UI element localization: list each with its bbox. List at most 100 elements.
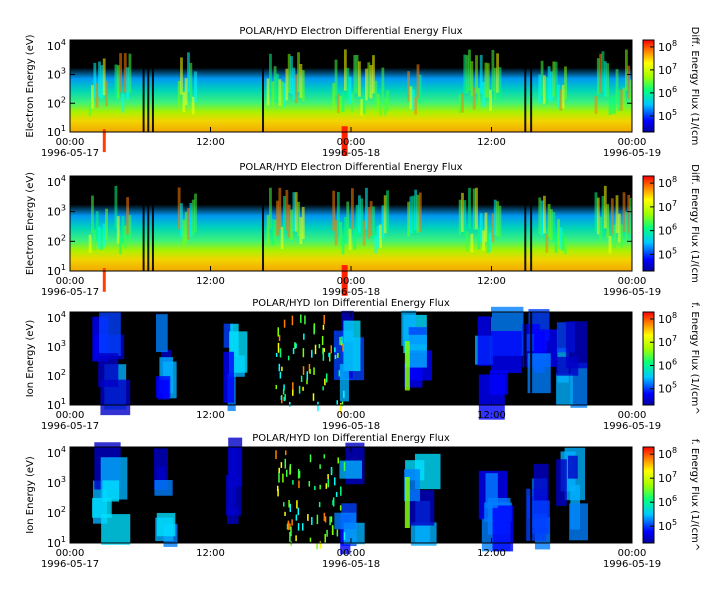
x-tick-date: 1996-05-19	[603, 559, 661, 570]
data-dropout	[151, 40, 154, 132]
flux-burst	[280, 81, 284, 107]
flux-burst	[102, 223, 106, 248]
flux-peak	[102, 129, 106, 153]
flux-burst	[346, 67, 350, 100]
flux-burst	[615, 69, 619, 101]
data-dropout	[262, 312, 265, 405]
colorbar-tick-label-mantissa: 10	[658, 225, 672, 238]
colorbar-tick-label: 108	[658, 175, 677, 190]
ion-speckle	[289, 503, 292, 512]
flux-burst	[554, 234, 558, 253]
colorbar-tick-label: 108	[658, 311, 677, 326]
ion-speckle	[319, 484, 321, 490]
colorbar	[642, 39, 655, 133]
flux-burst	[620, 89, 624, 111]
colorbar-tick-label: 108	[658, 39, 677, 54]
ion-speckle	[330, 516, 333, 523]
ion-speckle	[284, 511, 286, 516]
ion-speckle	[316, 514, 319, 525]
colorbar-tick-label-mantissa: 10	[658, 248, 672, 261]
flux-burst	[119, 237, 122, 255]
ion-flux-patch	[225, 474, 241, 516]
data-dropout	[524, 312, 527, 405]
y-tick-label-mantissa: 10	[47, 69, 61, 82]
ion-speckle	[338, 370, 341, 377]
flux-burst	[489, 89, 492, 111]
flux-burst	[613, 95, 617, 114]
ion-flux-patch	[405, 334, 427, 368]
data-dropout	[262, 40, 265, 132]
flux-burst	[468, 49, 471, 91]
colorbar-tick-label: 106	[658, 223, 677, 238]
flux-burst	[610, 95, 614, 114]
ion-speckle	[302, 348, 305, 358]
ion-speckle	[292, 382, 294, 391]
flux-burst	[540, 60, 544, 97]
colorbar-tick-label-exponent: 5	[672, 381, 677, 390]
colorbar-tick-label: 107	[658, 334, 677, 349]
panel-title: POLAR/HYD Ion Differential Energy Flux	[252, 433, 450, 444]
ion-speckle	[283, 319, 286, 328]
flux-burst	[603, 185, 607, 229]
flux-burst	[88, 234, 92, 253]
ion-speckle	[283, 384, 285, 391]
flux-burst	[177, 80, 181, 107]
flux-burst	[409, 86, 413, 110]
ion-speckle	[309, 454, 312, 463]
flux-burst	[348, 76, 352, 105]
flux-burst	[606, 204, 610, 238]
flux-burst	[189, 62, 193, 98]
flux-burst	[550, 71, 553, 102]
y-tick-label-exponent: 4	[61, 38, 66, 47]
flux-burst	[343, 216, 347, 244]
flux-burst	[287, 53, 291, 93]
x-tick-date: 1996-05-17	[41, 287, 99, 298]
flux-burst	[465, 231, 469, 252]
flux-burst	[290, 56, 293, 95]
flux-burst	[470, 61, 474, 97]
x-tick-time: 12:00	[196, 410, 225, 421]
x-tick-time: 12:00	[196, 276, 225, 287]
colorbar-tick-label-exponent: 5	[672, 246, 677, 255]
flux-burst	[376, 93, 380, 113]
flux-burst	[280, 226, 284, 249]
ion-flux-patch	[489, 370, 509, 395]
y-tick-label-mantissa: 10	[47, 447, 61, 460]
ion-speckle	[334, 347, 336, 353]
colorbar-tick-label: 105	[658, 246, 677, 261]
colorbar-tick-label-exponent: 7	[672, 199, 677, 208]
ion-speckle	[298, 385, 301, 394]
flux-burst	[543, 75, 546, 104]
y-tick-label-exponent: 2	[61, 368, 66, 377]
y-tick-label: 101	[47, 124, 66, 139]
flux-burst	[121, 93, 125, 113]
y-tick-label-exponent: 1	[61, 124, 66, 133]
flux-burst	[629, 198, 633, 235]
flux-burst	[613, 224, 617, 248]
flux-burst	[341, 237, 345, 255]
colorbar-tick-label-exponent: 6	[672, 85, 677, 94]
colorbar-tick-label-exponent: 6	[672, 357, 677, 366]
ion-speckle	[343, 390, 345, 398]
ion-speckle	[313, 367, 315, 375]
flux-burst	[416, 64, 420, 99]
y-tick-label-mantissa: 10	[47, 206, 61, 219]
flux-burst	[339, 95, 343, 114]
y-tick-label: 104	[47, 38, 66, 53]
flux-burst	[561, 231, 565, 252]
flux-burst	[477, 87, 481, 110]
ion-speckle	[323, 454, 326, 459]
flux-burst	[285, 68, 289, 101]
flux-burst	[355, 205, 359, 239]
ion-speckle	[292, 389, 294, 396]
y-tick-label-mantissa: 10	[47, 507, 61, 520]
flux-burst	[627, 194, 631, 233]
x-tick-date: 1996-05-19	[603, 287, 661, 298]
ion-speckle	[288, 499, 290, 508]
ion-flux-patch	[492, 505, 514, 552]
flux-burst	[491, 49, 495, 91]
y-tick-label: 102	[47, 233, 66, 248]
ion-speckle	[324, 378, 326, 386]
colorbar-tick-label-mantissa: 10	[658, 383, 672, 396]
